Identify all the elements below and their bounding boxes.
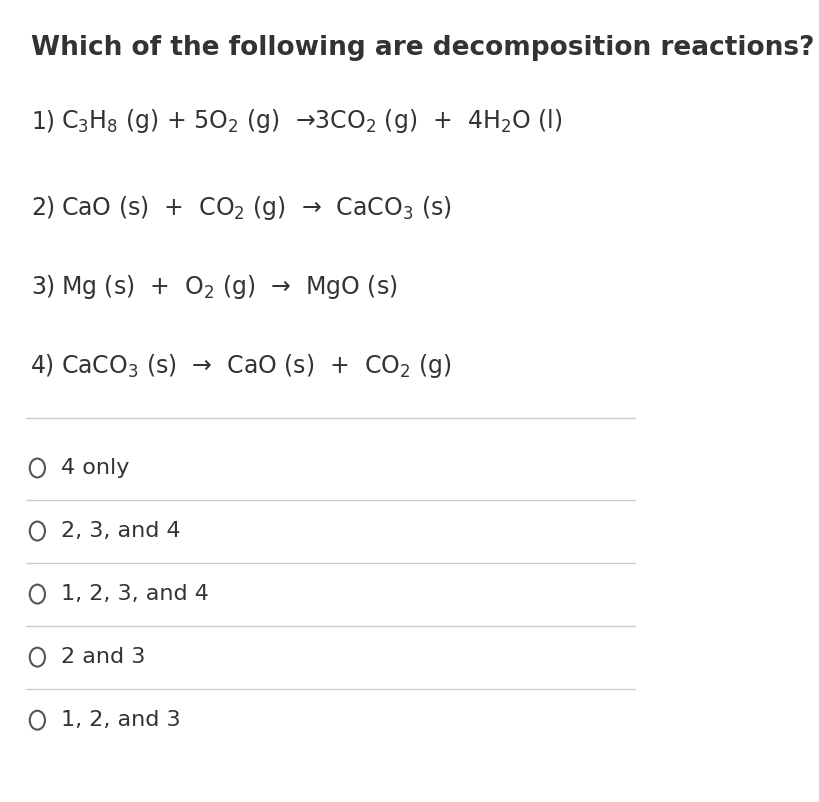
Text: 2, 3, and 4: 2, 3, and 4 xyxy=(61,521,180,541)
Text: 2 and 3: 2 and 3 xyxy=(61,647,145,667)
Text: C$_3$H$_8$ (g) + 5O$_2$ (g)  →3CO$_2$ (g)  +  4H$_2$O (l): C$_3$H$_8$ (g) + 5O$_2$ (g) →3CO$_2$ (g)… xyxy=(61,107,562,136)
Text: 4 only: 4 only xyxy=(61,458,129,478)
Text: CaCO$_3$ (s)  →  CaO (s)  +  CO$_2$ (g): CaCO$_3$ (s) → CaO (s) + CO$_2$ (g) xyxy=(61,351,451,379)
Text: 4): 4) xyxy=(31,354,55,378)
Text: CaO (s)  +  CO$_2$ (g)  →  CaCO$_3$ (s): CaO (s) + CO$_2$ (g) → CaCO$_3$ (s) xyxy=(61,194,451,222)
Text: 3): 3) xyxy=(31,275,55,298)
Text: 2): 2) xyxy=(31,196,55,220)
Text: 1): 1) xyxy=(31,109,55,133)
Text: 1, 2, and 3: 1, 2, and 3 xyxy=(61,711,180,730)
Text: Mg (s)  +  O$_2$ (g)  →  MgO (s): Mg (s) + O$_2$ (g) → MgO (s) xyxy=(61,273,396,301)
Text: Which of the following are decomposition reactions?: Which of the following are decomposition… xyxy=(31,34,813,60)
Text: 1, 2, 3, and 4: 1, 2, 3, and 4 xyxy=(61,584,209,604)
